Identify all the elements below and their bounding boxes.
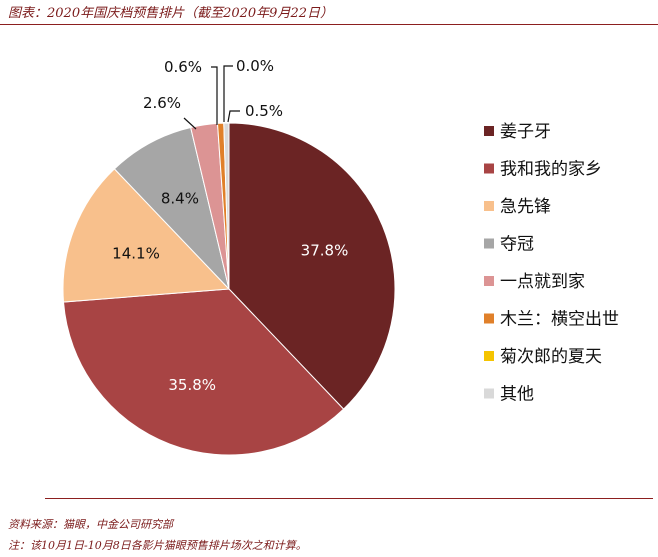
legend-label-7: 其他 xyxy=(500,385,534,405)
legend-swatch-1 xyxy=(484,163,494,174)
source-note: 资料来源：猫眼，中金公司研究部 xyxy=(8,518,173,531)
legend-label-2: 急先锋 xyxy=(500,197,551,217)
leader-line-5 xyxy=(211,66,218,125)
data-label-7: 0.5% xyxy=(245,102,283,120)
legend-label-0: 姜子牙 xyxy=(500,122,551,142)
slice-2 xyxy=(62,168,231,303)
legend-label-5: 木兰：横空出世 xyxy=(500,310,619,330)
data-label-0: 37.8% xyxy=(301,242,349,260)
legend-swatch-3 xyxy=(484,238,494,249)
slice-0 xyxy=(228,122,396,410)
data-label-6: 0.0% xyxy=(236,57,274,75)
slice-3 xyxy=(113,126,230,291)
data-label-2: 14.1% xyxy=(112,244,160,262)
legend-swatch-5 xyxy=(484,313,494,324)
title-divider xyxy=(0,24,658,25)
legend-label-4: 一点就到家 xyxy=(500,272,585,292)
leader-line-6 xyxy=(223,65,233,122)
slice-7 xyxy=(223,122,230,290)
data-labels: 37.8% 35.8% 14.1% 8.4% 2.6% 0.6% 0.0% 0.5% xyxy=(112,57,348,394)
legend-swatch-4 xyxy=(484,276,494,286)
method-note: 注：该10月1日-10月8日各影片猫眼预售排片场次之和计算。 xyxy=(8,539,307,552)
chart-title: 图表：2020年国庆档预售排片（截至2020年9月22日） xyxy=(8,6,333,21)
legend-swatch-7 xyxy=(484,388,494,399)
legend-swatch-2 xyxy=(484,201,494,211)
leader-lines xyxy=(183,65,240,130)
legend-label-1: 我和我的家乡 xyxy=(500,160,602,180)
slice-1 xyxy=(62,288,345,456)
leader-line-7 xyxy=(227,110,240,123)
footer-divider xyxy=(45,498,653,499)
data-label-4: 2.6% xyxy=(143,94,181,112)
data-label-5: 0.6% xyxy=(164,58,202,76)
legend-label-6: 菊次郎的夏天 xyxy=(500,347,602,367)
leader-line-4 xyxy=(183,117,197,130)
legend-label-3: 夺冠 xyxy=(500,235,534,255)
data-label-3: 8.4% xyxy=(161,190,199,208)
legend-swatch-6 xyxy=(484,351,494,361)
legend-swatch-0 xyxy=(484,126,494,136)
pie-slices xyxy=(62,122,396,456)
data-label-1: 35.8% xyxy=(168,376,216,394)
